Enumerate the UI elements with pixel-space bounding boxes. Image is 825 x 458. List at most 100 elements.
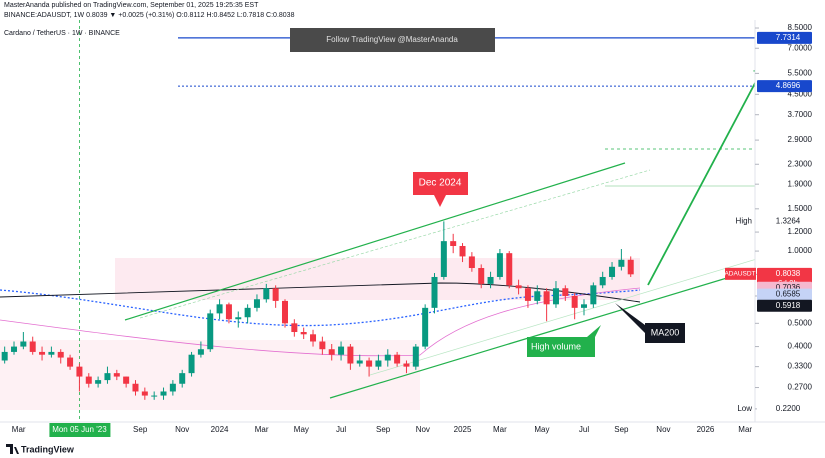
x-tick-label: Sep — [133, 425, 148, 434]
y-tick-label: 7.0000 — [788, 43, 813, 52]
logo — [6, 444, 19, 454]
candle-body — [356, 360, 363, 364]
candle-body — [496, 253, 503, 277]
brand: TradingView — [21, 444, 75, 454]
candle-body — [487, 276, 494, 284]
y-tick-label: 1.5000 — [788, 204, 813, 213]
candle-body — [48, 351, 55, 355]
candle-body — [123, 376, 130, 384]
candle-body — [338, 346, 345, 355]
candle-body — [160, 391, 167, 396]
candle-body — [581, 304, 588, 308]
candle-body — [440, 241, 447, 277]
candle-body — [197, 349, 204, 355]
candle-body — [39, 351, 46, 355]
candle-body — [394, 354, 401, 364]
candle-body — [57, 351, 64, 358]
y-tick-label: 0.4000 — [788, 342, 813, 351]
x-tick-label: Jul — [579, 425, 589, 434]
candle-body — [590, 285, 597, 305]
candle-body — [422, 307, 429, 347]
price-label: 0.6585 — [776, 290, 801, 299]
y-tick-label: 4.5000 — [788, 89, 813, 98]
x-tick-label: May — [534, 425, 549, 434]
price-label-box — [757, 288, 812, 301]
price-label: 0.8038 — [776, 269, 801, 278]
price-label-box — [757, 31, 812, 44]
price-label-box — [757, 299, 812, 312]
y-tick-label: 1.9000 — [788, 179, 813, 188]
candle-body — [618, 259, 625, 267]
candle-body — [20, 341, 27, 347]
price-label: 4.8696 — [776, 81, 801, 90]
x-tick-label: 2025 — [454, 425, 472, 434]
ma-line — [0, 289, 641, 327]
footer — [0, 440, 825, 458]
header-line: BINANCE:ADAUSDT, 1W 0.8039 ▼ +0.0025 (+0… — [4, 12, 295, 19]
x-tick-label: 2026 — [697, 425, 715, 434]
candle-body — [216, 304, 223, 314]
candle-body — [328, 349, 335, 355]
price-tag: ADAUSDT — [724, 271, 755, 278]
x-tick-label: Mar — [738, 425, 752, 434]
banner-text: Follow TradingView @MasterAnanda — [326, 35, 458, 44]
x-tick-label: Jul — [336, 425, 346, 434]
y-tick-label: 1.2000 — [788, 227, 813, 236]
x-tick-label: Nov — [175, 425, 189, 434]
price-tag-box — [725, 267, 756, 280]
candle-body — [552, 288, 559, 305]
x-tick-label: Sep — [376, 425, 391, 434]
candle-body — [300, 332, 307, 335]
candle-body — [543, 291, 550, 305]
y-tick-label: 5.5000 — [788, 69, 813, 78]
candle-body — [207, 313, 214, 350]
candle-body — [11, 346, 18, 352]
y-tick-label: 1.0000 — [788, 246, 813, 255]
candle-body — [412, 346, 419, 367]
candle-body — [627, 259, 634, 275]
candle-body — [524, 288, 531, 301]
candle-body — [291, 323, 298, 333]
price-tag: High — [736, 217, 752, 226]
candle-body — [384, 354, 391, 361]
callout-text: MA200 — [651, 327, 680, 337]
candle-body — [29, 341, 36, 352]
candle-body — [599, 276, 606, 286]
y-axis: 8.5000 7.0000 5.5000 4.5000 3.7000 2.9000 2.30… — [724, 23, 813, 415]
candle-body — [235, 317, 242, 320]
candle-body — [151, 395, 158, 397]
candle-body — [347, 346, 354, 364]
candle-body — [534, 291, 541, 301]
callout — [527, 325, 601, 357]
candle-body — [188, 354, 195, 374]
callout-text: High volume — [531, 341, 581, 351]
price-label-box — [757, 402, 812, 415]
y-tick-label: 2.3000 — [788, 159, 813, 168]
price-label-box — [757, 215, 812, 228]
x-tick-label: Nov — [416, 425, 430, 434]
candle-body — [450, 241, 457, 246]
x-tick-label: Sep — [614, 425, 629, 434]
ma-line — [0, 287, 641, 357]
candle-body — [310, 334, 317, 342]
candle-body — [132, 383, 139, 392]
callout — [615, 303, 685, 343]
price-label: 0.2200 — [776, 404, 801, 413]
crosshair-label-box — [49, 423, 111, 437]
candle-body — [375, 360, 382, 367]
candle-body — [468, 256, 475, 269]
candle-body — [113, 373, 120, 377]
y-tick-label: 3.7000 — [788, 110, 813, 119]
candle-body — [225, 304, 232, 320]
candle-body — [403, 363, 410, 367]
candle-body — [319, 341, 326, 350]
x-tick-label: Nov — [656, 425, 670, 434]
y-tick-label: 0.5000 — [788, 318, 813, 327]
candle-body — [253, 299, 260, 308]
x-tick-label: Mar — [12, 425, 26, 434]
header-line: MasterAnanda published on TradingView.co… — [4, 2, 259, 9]
candle-body — [179, 373, 186, 384]
y-tick-label: 8.5000 — [788, 23, 813, 32]
channel-line — [329, 267, 761, 399]
